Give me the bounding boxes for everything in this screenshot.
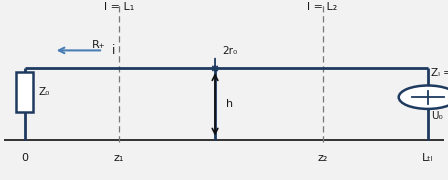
Circle shape xyxy=(399,86,448,109)
Text: l = L₁: l = L₁ xyxy=(103,2,134,12)
Text: Lₜₗ: Lₜₗ xyxy=(422,153,434,163)
Text: h: h xyxy=(226,99,233,109)
Text: i: i xyxy=(112,44,116,57)
Text: 2r₀: 2r₀ xyxy=(222,46,237,56)
Text: z₁: z₁ xyxy=(113,153,124,163)
Text: 0: 0 xyxy=(21,153,28,163)
Text: R₊: R₊ xyxy=(92,40,105,50)
Text: U₀: U₀ xyxy=(431,111,443,121)
Text: z₂: z₂ xyxy=(317,153,328,163)
Text: l = L₂: l = L₂ xyxy=(307,2,338,12)
Text: Zₗ =: Zₗ = xyxy=(431,68,448,78)
Text: Z₀: Z₀ xyxy=(39,87,50,97)
Bar xyxy=(16,72,33,112)
